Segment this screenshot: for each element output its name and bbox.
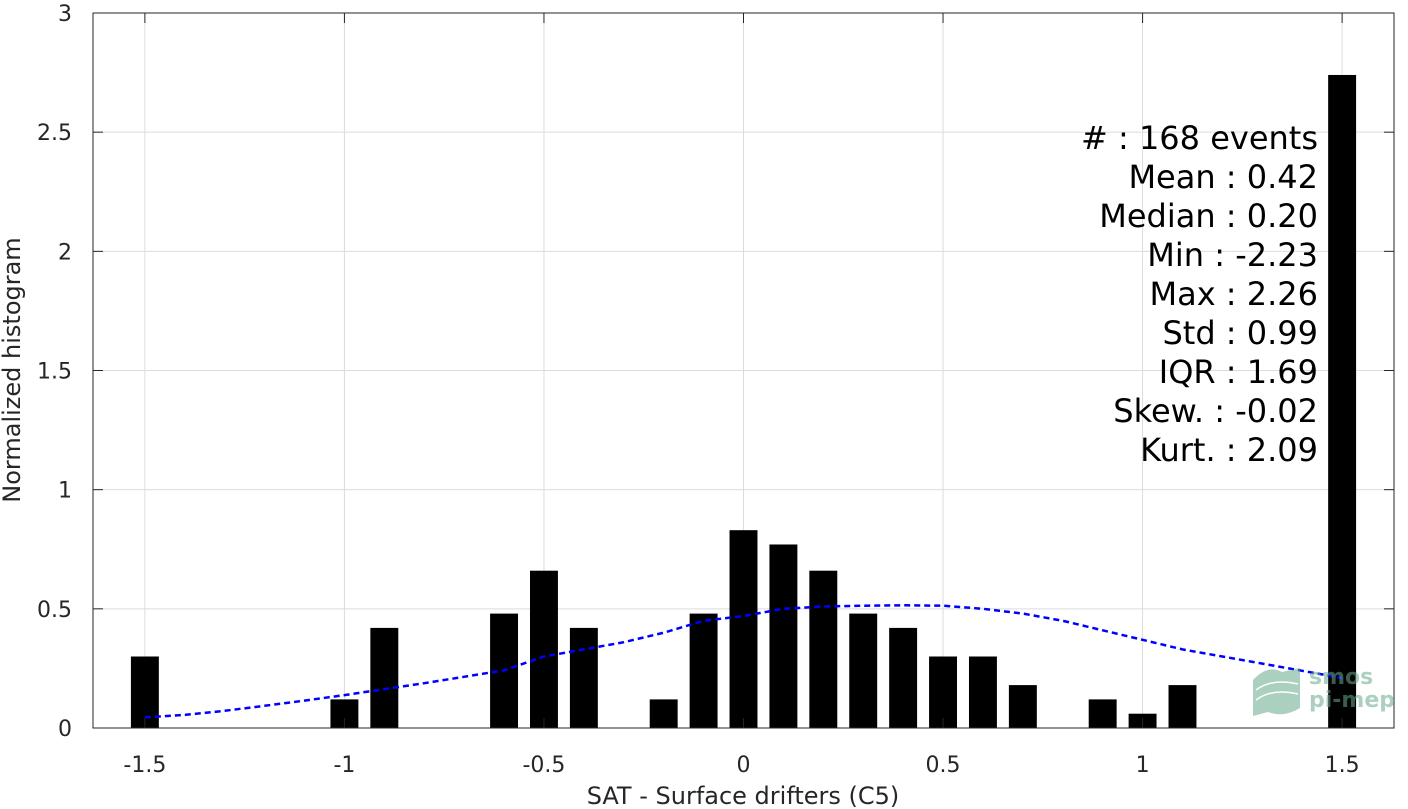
y-tick-label: 0.5 bbox=[37, 598, 72, 623]
stat-line: Skew. : -0.02 bbox=[1113, 392, 1318, 430]
stat-line: Std : 0.99 bbox=[1162, 314, 1318, 352]
x-tick-label: 1.5 bbox=[1325, 753, 1360, 778]
histogram-bar bbox=[849, 613, 878, 728]
histogram-bar bbox=[769, 544, 798, 728]
logo-text-pimep: pi-mep bbox=[1309, 688, 1395, 713]
x-tick-label: -0.5 bbox=[522, 753, 565, 778]
stat-line: Mean : 0.42 bbox=[1128, 158, 1318, 196]
histogram-bar bbox=[729, 530, 758, 728]
logo-text-smos: smos bbox=[1309, 665, 1373, 690]
stat-line: IQR : 1.69 bbox=[1159, 353, 1318, 391]
axis-ticks bbox=[93, 12, 1394, 729]
x-tick-labels: -1.5 -1 -0.5 0 0.5 1 1.5 bbox=[123, 753, 1359, 778]
x-tick-label: 1 bbox=[1136, 753, 1150, 778]
y-tick-label: 2.5 bbox=[37, 121, 72, 146]
x-tick-label: -1 bbox=[333, 753, 355, 778]
histogram-bar bbox=[569, 627, 598, 728]
wave-logo-icon bbox=[1253, 668, 1300, 716]
histogram-bar bbox=[689, 613, 718, 728]
stat-line: # : 168 events bbox=[1081, 119, 1318, 157]
x-axis-label: SAT - Surface drifters (C5) bbox=[587, 782, 900, 809]
histogram-bar bbox=[649, 699, 678, 728]
histogram-bar bbox=[1328, 74, 1357, 728]
histogram-bar bbox=[929, 656, 958, 728]
y-tick-label: 3 bbox=[58, 2, 72, 27]
histogram-bars bbox=[130, 74, 1357, 728]
histogram-bar bbox=[130, 656, 159, 728]
y-tick-label: 2 bbox=[58, 240, 72, 265]
y-axis-label: Normalized histogram bbox=[0, 237, 26, 502]
y-tick-label: 1.5 bbox=[37, 360, 72, 385]
histogram-bar bbox=[1008, 685, 1037, 728]
stat-line: Kurt. : 2.09 bbox=[1140, 431, 1318, 469]
histogram-bar bbox=[809, 570, 838, 728]
x-tick-label: 0.5 bbox=[926, 753, 961, 778]
y-tick-label: 0 bbox=[58, 717, 72, 742]
y-tick-labels: 0 0.5 1 1.5 2 2.5 3 bbox=[37, 2, 72, 742]
y-tick-label: 1 bbox=[58, 479, 72, 504]
histogram-bar bbox=[370, 627, 399, 728]
histogram-bar bbox=[529, 570, 558, 728]
x-tick-label: 0 bbox=[737, 753, 751, 778]
histogram-bar bbox=[1088, 699, 1117, 728]
smos-pimep-logo: smos pi-mep bbox=[1253, 665, 1395, 716]
stat-line: Min : -2.23 bbox=[1147, 236, 1318, 274]
gaussian-fit-line bbox=[144, 604, 1343, 719]
stat-line: Median : 0.20 bbox=[1099, 197, 1318, 235]
stat-line: Max : 2.26 bbox=[1149, 275, 1318, 313]
x-tick-label: -1.5 bbox=[123, 753, 166, 778]
histogram-bar bbox=[889, 627, 918, 728]
histogram-bar bbox=[968, 656, 997, 728]
histogram-bar bbox=[1168, 685, 1197, 728]
